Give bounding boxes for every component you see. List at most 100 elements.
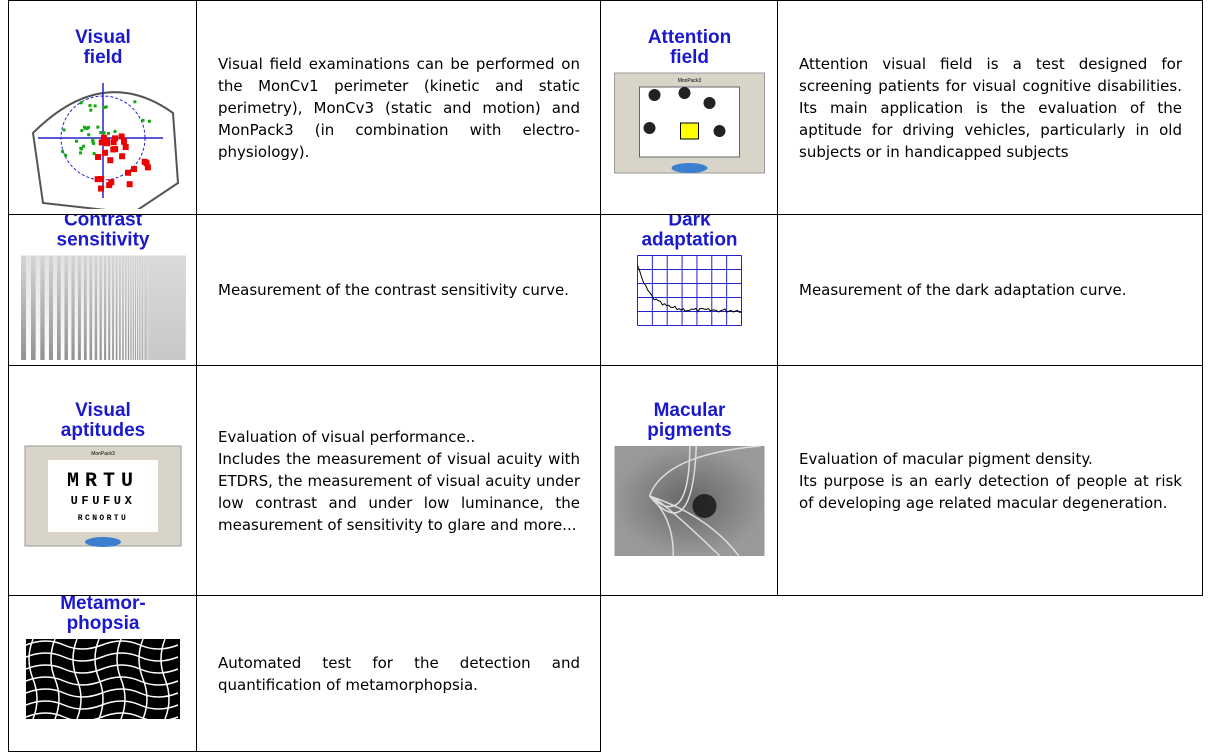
- icon-shape: [74, 139, 78, 143]
- icon-shape: [648, 445, 691, 508]
- icon-shape: [109, 146, 116, 153]
- description-cell: Measurement of the dark adaptation curve…: [777, 214, 1203, 366]
- icon-shape: [112, 129, 116, 133]
- icon-cell: Visual field: [8, 0, 197, 215]
- icon: Metamor-phopsia: [25, 593, 180, 722]
- icon-title: field: [669, 47, 708, 68]
- icon-shape: [120, 138, 127, 145]
- description: Visual field examinations can be perform…: [218, 54, 580, 161]
- icon-shape: [79, 129, 83, 133]
- icon-shape: [147, 119, 151, 123]
- icon-shape: [82, 125, 86, 129]
- icon-shape: [25, 688, 178, 698]
- icon-shape: [643, 122, 655, 134]
- icon-shape: [90, 140, 94, 144]
- icon-shape: [87, 104, 91, 108]
- icon-image: [20, 255, 185, 366]
- icon-cell: Dark adaptation: [600, 210, 778, 366]
- icon-image: [614, 445, 764, 557]
- icon-shape: [103, 138, 110, 145]
- icon-shape: [679, 122, 699, 140]
- icon-shape: [62, 128, 66, 132]
- icon-title: pigments: [647, 420, 731, 441]
- icon-title: Dark: [668, 215, 711, 231]
- page: Visual field Visual field examinations can…: [8, 0, 1203, 752]
- icon-title: adaptation: [641, 230, 737, 251]
- icon-shape: [93, 638, 104, 720]
- icon-shape: [25, 712, 178, 722]
- icon-text: MonPack3: [677, 78, 701, 84]
- icon-title: Visual: [75, 27, 131, 48]
- icon-shape: [101, 149, 108, 156]
- icon-shape: [20, 255, 185, 366]
- icon-title: Contrast: [63, 215, 142, 231]
- icon-shape: [104, 105, 108, 109]
- icon-shape: [97, 185, 104, 192]
- description: Evaluation of macular pigment density.: [799, 449, 1093, 468]
- icon-cell: Attention field MonPack3: [600, 0, 778, 215]
- icon-shape: [648, 495, 740, 557]
- icon-shape: [47, 460, 158, 532]
- description: Automated test for the detection and qua…: [218, 653, 580, 694]
- icon-shape: [126, 181, 133, 188]
- icon-image: MonPack3: [613, 72, 765, 174]
- icon-cell: Visual aptitudes MonPack3 MRTU UFUFUX RCNORTU: [8, 365, 197, 596]
- icon-shape: [98, 131, 102, 135]
- icon-title: Macular: [653, 400, 725, 421]
- description: Measurement of the contrast sensitivity …: [218, 281, 569, 299]
- icon-shape: [98, 139, 105, 146]
- icon-shape: [671, 163, 707, 173]
- icon-image: [636, 255, 742, 326]
- description: Attention visual field is a test designe…: [799, 54, 1182, 161]
- icon-title: Visual: [75, 400, 131, 421]
- icon-cell: Contrast sensitivity: [8, 210, 197, 366]
- icon-shape: [93, 104, 97, 108]
- table-row: Metamor-phopsia Automated test for the de…: [8, 593, 1203, 752]
- icon-shape: [115, 638, 126, 720]
- icon-shape: [91, 141, 95, 145]
- description-cell: Attention visual field is a test designe…: [777, 0, 1203, 215]
- icon-shape: [31, 91, 179, 215]
- icon-title: Attention: [647, 27, 730, 48]
- icon-shape: [79, 101, 83, 105]
- icon-text: UFUFUX: [70, 494, 135, 508]
- icon-title: aptitudes: [60, 420, 144, 441]
- description-cell: Visual field examinations can be perform…: [196, 0, 601, 215]
- table-row: Visual aptitudes MonPack3 MRTU UFUFUX RCNORTU…: [8, 365, 1203, 596]
- icon-shape: [63, 153, 67, 157]
- icon-shape: [90, 138, 94, 142]
- features-table: Visual field Visual field examinations can…: [8, 0, 1203, 752]
- icon-shape: [137, 638, 148, 720]
- icon-shape: [88, 108, 92, 112]
- table-row: Visual field Visual field examinations can…: [8, 0, 1203, 215]
- icon-shape: [140, 118, 144, 122]
- icon-title: sensitivity: [56, 230, 149, 251]
- icon-shape: [130, 166, 137, 173]
- icon-text: RCNORTU: [77, 514, 127, 523]
- icon-shape: [92, 152, 96, 156]
- description-cell: Automated test for the detection and qua…: [196, 595, 601, 752]
- icon-shape: [49, 638, 60, 720]
- icon-shape: [678, 87, 690, 99]
- description-cell: Evaluation of visual performance.. Includ…: [196, 365, 601, 596]
- icon-shape: [107, 179, 114, 186]
- icon-shape: [25, 676, 178, 686]
- icon-shape: [101, 105, 105, 109]
- icon-shape: [144, 164, 151, 171]
- icon-shape: [143, 160, 150, 167]
- icon-shape: [95, 125, 99, 129]
- icon-text: MRTU: [66, 470, 138, 493]
- icon-shape: [97, 176, 104, 183]
- description-cell: Measurement of the contrast sensitivity …: [196, 214, 601, 366]
- icon-shape: [132, 100, 136, 104]
- icon-shape: [102, 131, 106, 135]
- icon-shape: [94, 176, 101, 183]
- icon-shape: [648, 89, 660, 101]
- icon-shape: [86, 125, 90, 129]
- description-cell: Evaluation of macular pigment density. It…: [777, 365, 1203, 596]
